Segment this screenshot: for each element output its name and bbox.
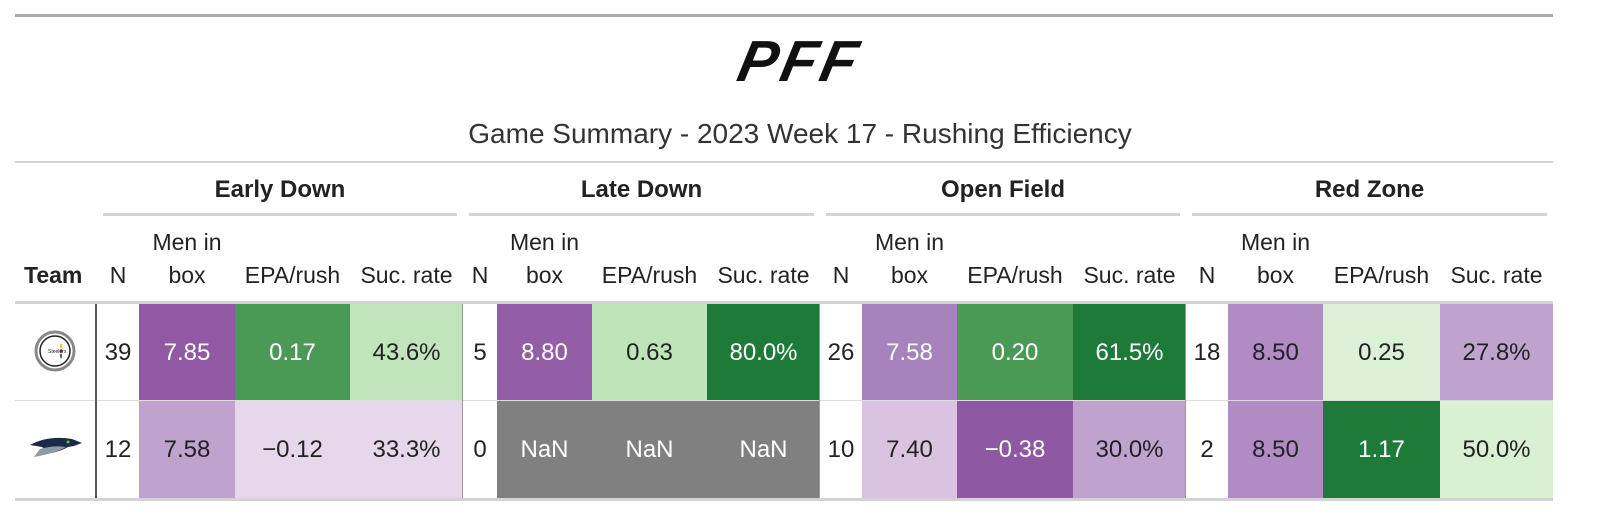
column-header: Men in box (874, 229, 945, 288)
group-header: Red Zone (1314, 176, 1425, 203)
table-cell: 8.50 (1228, 304, 1323, 401)
group-header: Early Down (214, 176, 346, 203)
table-cell: 7.58 (139, 401, 235, 498)
table-cell: 43.6% (350, 304, 463, 401)
group-rule (103, 213, 457, 216)
steelers-logo: Steelers (34, 330, 76, 372)
table-cell: NaN (497, 401, 592, 498)
table-cell: 7.58 (862, 304, 957, 401)
table-cell: 0.25 (1323, 304, 1440, 401)
title: Game Summary - 2023 Week 17 - Rushing Ef… (468, 118, 1132, 149)
table-cell: 18 (1186, 304, 1228, 401)
group-header: Late Down (580, 176, 703, 203)
svg-text:Steelers: Steelers (48, 349, 67, 355)
table-cell: 5 (463, 304, 497, 401)
group-divider (1185, 304, 1186, 498)
table-cell: NaN (592, 401, 707, 498)
column-header: N (109, 262, 127, 288)
table-cell: 30.0% (1073, 401, 1186, 498)
table-cell: 61.5% (1073, 304, 1186, 401)
table-cell: 39 (97, 304, 139, 401)
table-cell: 26 (820, 304, 862, 401)
column-header: N (1198, 262, 1216, 288)
table-cell: 2 (1186, 401, 1228, 498)
seahawks-logo (30, 437, 82, 457)
group-divider (819, 304, 820, 498)
team-divider (95, 304, 97, 498)
table-cell: −0.38 (957, 401, 1073, 498)
table-cell: 80.0% (707, 304, 820, 401)
column-header: EPA/rush (967, 262, 1063, 288)
column-header: EPA/rush (244, 262, 341, 288)
row-rule (15, 400, 1553, 401)
header-rule (15, 301, 1553, 304)
logo: PFF (732, 29, 868, 94)
table-cell: 12 (97, 401, 139, 498)
column-header: Suc. rate (360, 262, 453, 288)
group-header: Open Field (940, 176, 1065, 203)
group-rule (1192, 213, 1547, 216)
column-header: EPA/rush (601, 262, 698, 288)
table-cell: −0.12 (235, 401, 350, 498)
title-rule (15, 161, 1553, 163)
table-cell: 50.0% (1440, 401, 1553, 498)
column-header: N (832, 262, 850, 288)
group-divider (462, 304, 463, 498)
column-header: Men in box (1240, 229, 1311, 288)
table-cell: NaN (707, 401, 820, 498)
group-rule (826, 213, 1180, 216)
table-cell: 8.50 (1228, 401, 1323, 498)
table-cell: 7.85 (139, 304, 235, 401)
group-rule (469, 213, 814, 216)
table-cell: 1.17 (1323, 401, 1440, 498)
table-cell: 7.40 (862, 401, 957, 498)
column-header: Men in box (152, 229, 222, 288)
top-rule (15, 14, 1553, 17)
table-cell: 0.17 (235, 304, 350, 401)
table-cell: 10 (820, 401, 862, 498)
table-cell: 0 (463, 401, 497, 498)
table-cell: 8.80 (497, 304, 592, 401)
column-header: Suc. rate (1450, 262, 1543, 288)
table-cell: 0.63 (592, 304, 707, 401)
column-header: Men in box (509, 229, 580, 288)
column-header: EPA/rush (1333, 262, 1430, 288)
team-header: Team (24, 262, 83, 288)
column-header: N (471, 262, 489, 288)
column-header: Suc. rate (717, 262, 810, 288)
table-cell: 27.8% (1440, 304, 1553, 401)
table-cell: 0.20 (957, 304, 1073, 401)
bottom-rule (15, 498, 1553, 501)
table-cell: 33.3% (350, 401, 463, 498)
column-header: Suc. rate (1083, 262, 1176, 288)
